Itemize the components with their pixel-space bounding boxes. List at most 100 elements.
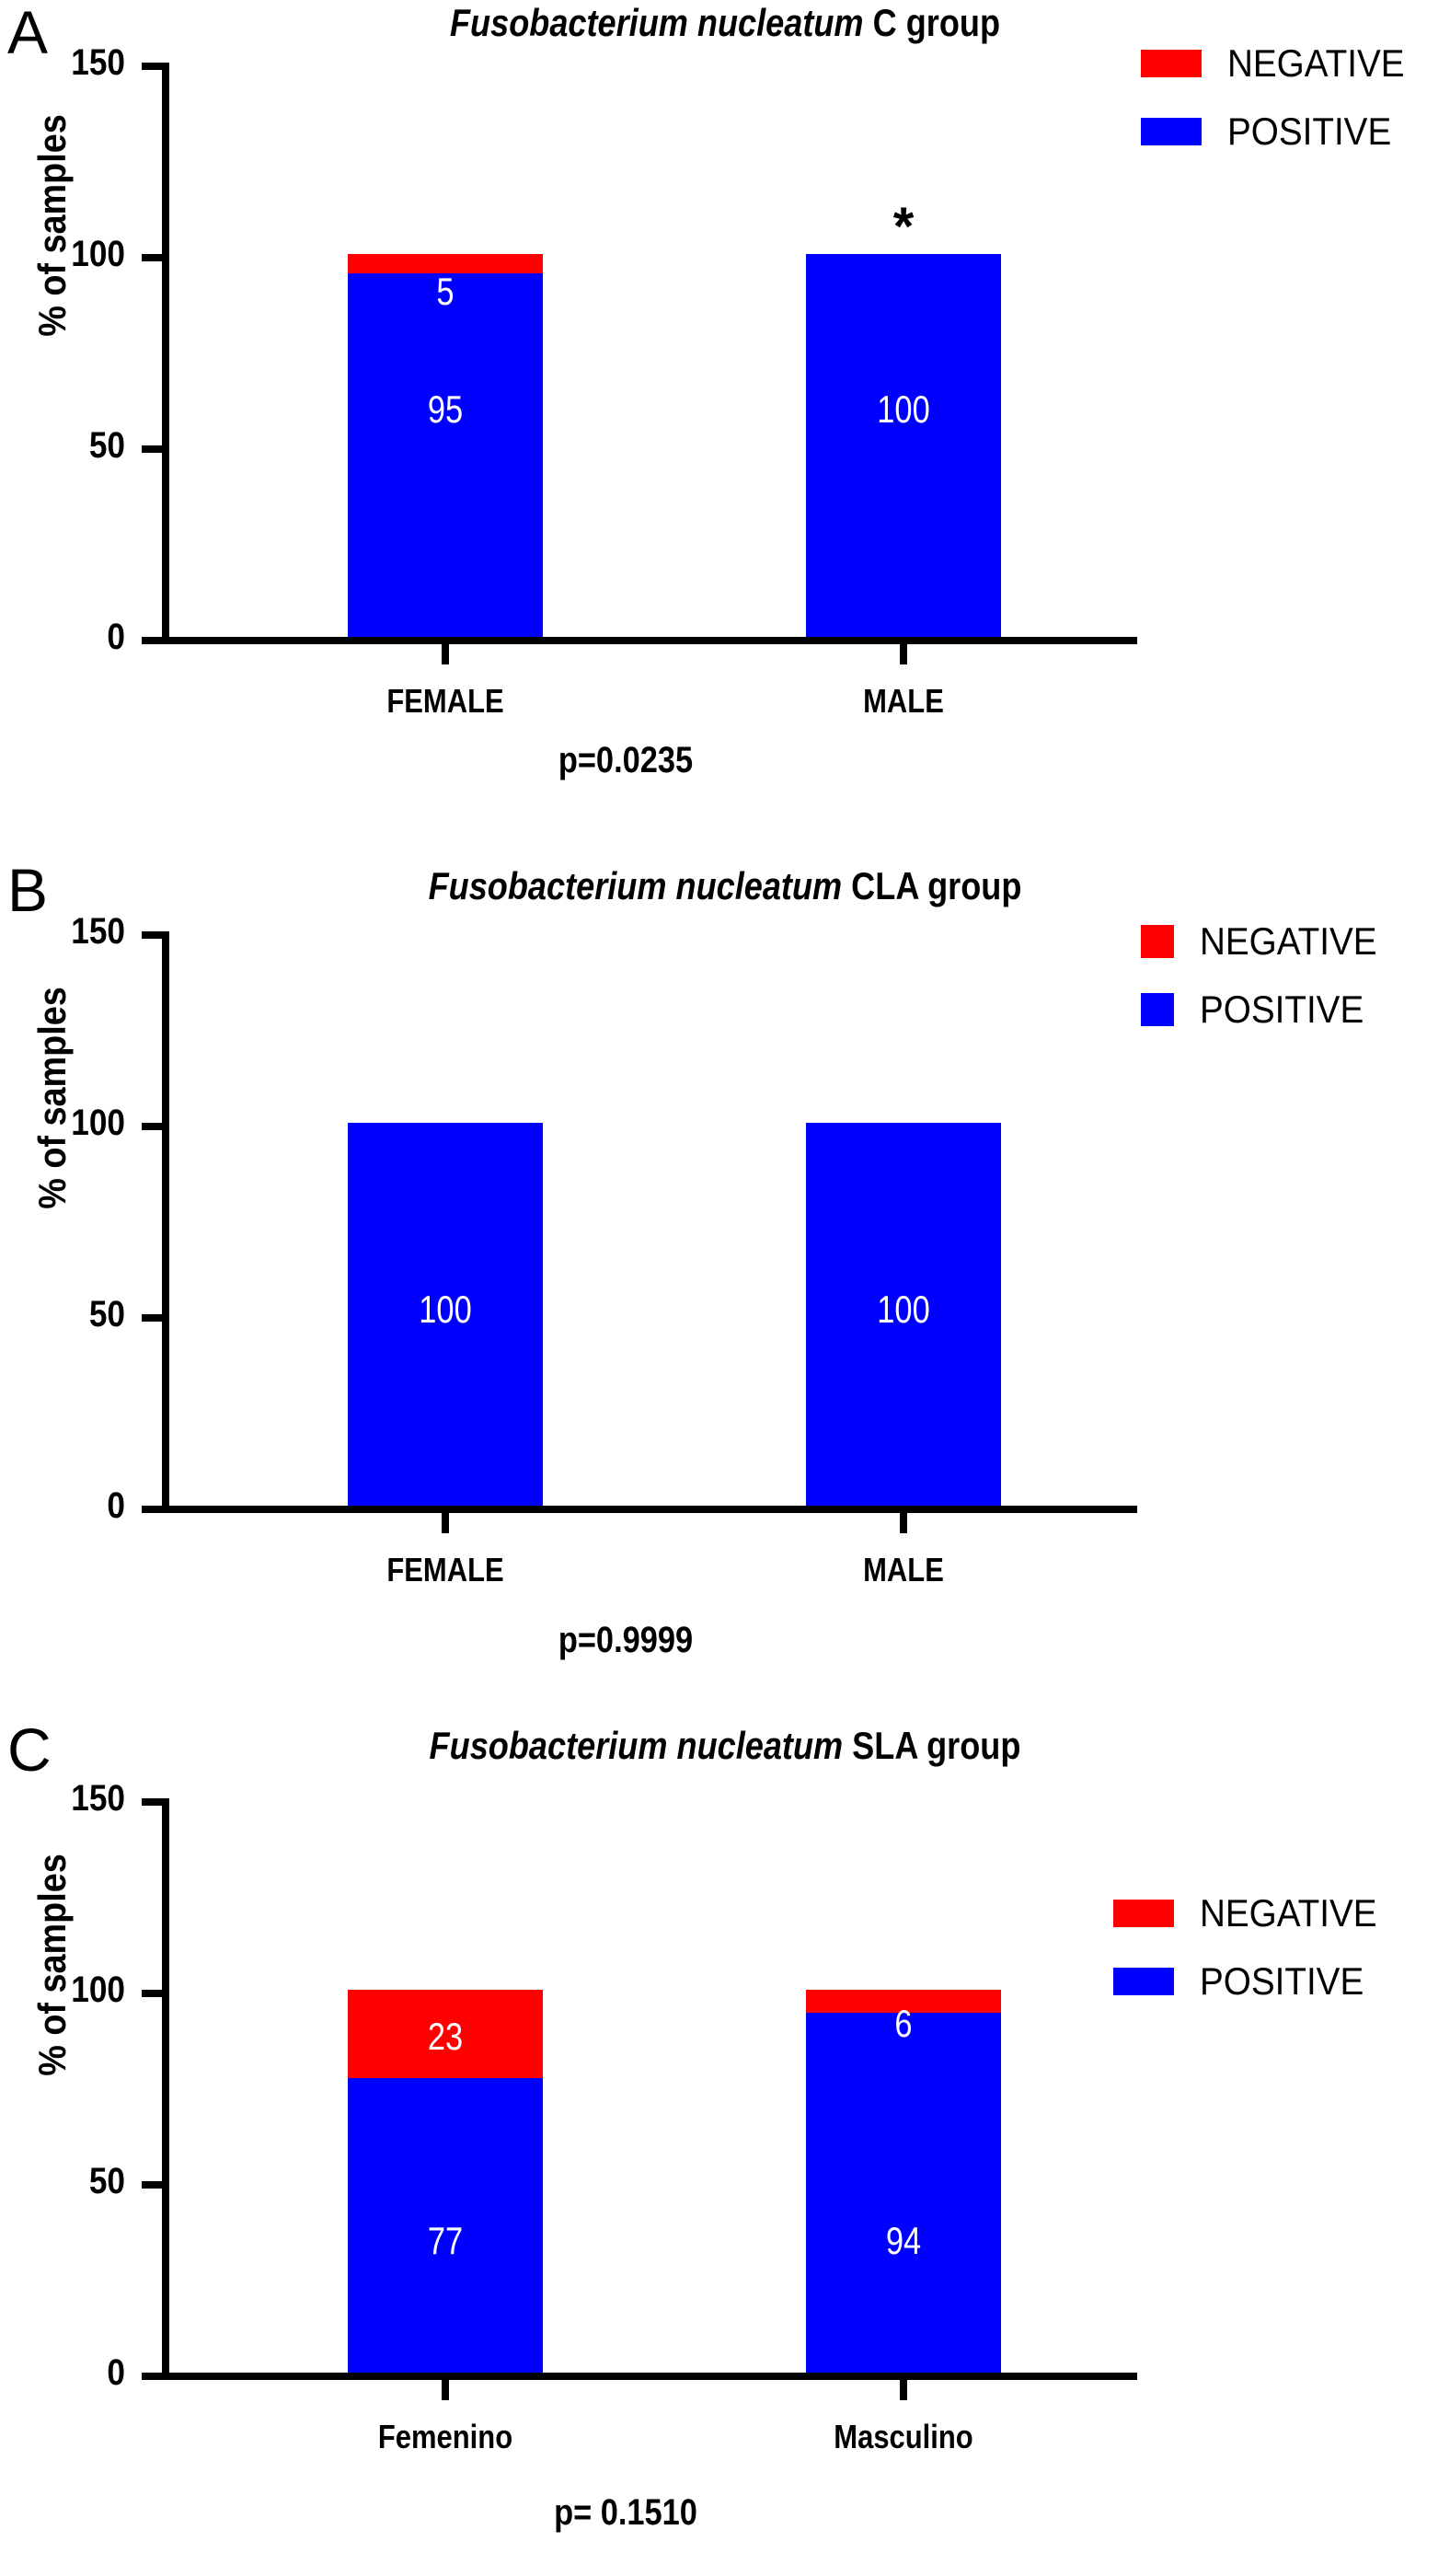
panel-a-title: Fusobacterium nucleatum C group: [329, 4, 1121, 42]
panel-c-x-ticklabel-femenino: Femenino: [377, 2418, 513, 2455]
panel-b-y-tick-150: [142, 931, 162, 939]
panel-c-y-tick-0: [142, 2373, 162, 2380]
panel-c-title-group: SLA group: [843, 1724, 1021, 1767]
panel-b-y-ticklabel-150: 150: [71, 911, 125, 952]
legend-positive-swatch-icon: [1141, 993, 1174, 1026]
panel-b-title-group: CLA group: [842, 864, 1022, 907]
panel-c-legend-label-positive: POSITIVE: [1200, 1959, 1364, 2003]
panel-a-y-ticklabel-100: 100: [71, 234, 125, 274]
panel-c-y-tick-50: [142, 2181, 162, 2189]
panel-a-plot: 150 100 50 0 5 95 100 * FEMALE MALE: [71, 44, 1284, 718]
panel-c-x-ticklabel-masculino: Masculino: [834, 2418, 973, 2455]
panel-b-y-ticklabel-100: 100: [71, 1103, 125, 1143]
panel-c-bar-masculino-negative-segment: [806, 1990, 1001, 2013]
panel-b-y-ticklabel-50: 50: [88, 1294, 125, 1334]
panel-c-legend-row-positive[interactable]: POSITIVE: [1113, 1962, 1378, 2001]
legend-negative-swatch-icon: [1141, 925, 1174, 958]
panel-a-legend-row-positive[interactable]: POSITIVE: [1141, 112, 1406, 151]
panel-b-bar-female-positive-segment: [348, 1123, 543, 1506]
legend-negative-swatch-icon: [1113, 1900, 1174, 1927]
panel-a-x-ticklabel-female: FEMALE: [386, 682, 504, 720]
panel-a-y-tick-0: [142, 637, 162, 644]
panel-a-title-species: Fusobacterium nucleatum: [449, 1, 864, 44]
panel-c-legend-row-negative[interactable]: NEGATIVE: [1113, 1894, 1392, 1933]
panel-b-title-species: Fusobacterium nucleatum: [428, 864, 843, 907]
panel-a-significance-star: *: [892, 197, 915, 257]
panel-b-bar-male-positive-segment: [806, 1123, 1001, 1506]
panel-b-x-ticklabel-female: FEMALE: [386, 1551, 504, 1588]
panel-a-y-tick-100: [142, 254, 162, 261]
panel-a-y-tick-150: [142, 63, 162, 70]
panel-a-x-ticklabel-male: MALE: [863, 682, 944, 720]
panel-b-legend-row-positive[interactable]: POSITIVE: [1141, 990, 1378, 1029]
panel-a-y-ticklabel-150: 150: [71, 42, 125, 83]
panel-a-letter: A: [7, 0, 48, 66]
panel-c-bar-masculino-positive-segment: [806, 2013, 1001, 2373]
panel-a-bar-male-positive-segment: [806, 254, 1001, 637]
panel-c-y-ticklabel-0: 0: [107, 2352, 125, 2393]
panel-a-pvalue: p=0.0235: [558, 740, 694, 780]
panel-c-title: Fusobacterium nucleatum SLA group: [329, 1727, 1121, 1765]
panel-c-y-ticklabel-100: 100: [71, 1970, 125, 2010]
panel-b-x-axis-line: [162, 1506, 1137, 1513]
panel-c-pvalue: p= 0.1510: [554, 2492, 697, 2533]
panel-c-letter: C: [7, 1715, 52, 1784]
panel-a-legend-label-positive: POSITIVE: [1227, 110, 1392, 153]
panel-a-title-group: C group: [863, 1, 1001, 44]
panel-b-x-tick-male: [900, 1511, 907, 1533]
panel-a-x-tick-female: [442, 642, 449, 664]
panel-c: C Fusobacterium nucleatum SLA group % of…: [0, 1693, 1450, 2576]
panel-a-bar-female[interactable]: 5 95: [348, 254, 543, 637]
panel-b: B Fusobacterium nucleatum CLA group % of…: [0, 828, 1450, 1693]
panel-c-y-axis-title: % of samples: [30, 1854, 74, 2076]
panel-a-y-axis-title: % of samples: [30, 114, 74, 337]
panel-a-y-tick-50: [142, 445, 162, 453]
panel-c-bar-femenino-negative-segment: [348, 1990, 543, 2078]
panel-c-bar-femenino-positive-segment: [348, 2078, 543, 2373]
panel-b-y-ticklabel-0: 0: [107, 1485, 125, 1526]
panel-c-x-axis-line: [162, 2373, 1137, 2380]
panel-b-x-tick-female: [442, 1511, 449, 1533]
panel-c-legend: NEGATIVE POSITIVE: [1113, 1894, 1450, 2004]
panel-b-bar-female[interactable]: 100: [348, 1123, 543, 1506]
panel-c-bar-masculino[interactable]: 6 94: [806, 1990, 1001, 2373]
panel-b-letter: B: [7, 856, 48, 924]
panel-b-y-tick-0: [142, 1506, 162, 1513]
panel-c-bar-femenino[interactable]: 23 77: [348, 1990, 543, 2373]
panel-c-y-ticklabel-150: 150: [71, 1778, 125, 1819]
panel-c-y-tick-150: [142, 1798, 162, 1806]
panel-b-legend-row-negative[interactable]: NEGATIVE: [1141, 922, 1392, 961]
panel-b-title: Fusobacterium nucleatum CLA group: [329, 867, 1121, 906]
panel-c-y-tick-100: [142, 1990, 162, 1997]
panel-c-title-species: Fusobacterium nucleatum: [429, 1724, 844, 1767]
panel-a-legend: NEGATIVE POSITIVE: [1141, 44, 1450, 155]
panel-b-y-tick-100: [142, 1123, 162, 1130]
panel-b-plot: 150 100 50 0 100 100 FEMALE MALE: [71, 913, 1284, 1587]
panel-a-y-ticklabel-50: 50: [88, 425, 125, 466]
panel-b-y-tick-50: [142, 1314, 162, 1322]
panel-c-x-tick-masculino: [900, 2378, 907, 2400]
panel-b-legend-label-positive: POSITIVE: [1200, 988, 1364, 1031]
legend-negative-swatch-icon: [1141, 50, 1202, 77]
panel-a: A Fusobacterium nucleatum C group % of s…: [0, 0, 1450, 828]
panel-b-pvalue: p=0.9999: [558, 1620, 694, 1660]
panel-b-bar-male[interactable]: 100: [806, 1123, 1001, 1506]
panel-b-x-ticklabel-male: MALE: [863, 1551, 944, 1588]
panel-c-plot: 150 100 50 0 23 77 6 94 Femenino Masculi…: [71, 1780, 1284, 2454]
panel-a-bar-female-negative-segment: [348, 254, 543, 273]
panel-a-bar-female-positive-segment: [348, 273, 543, 637]
panel-c-x-tick-femenino: [442, 2378, 449, 2400]
panel-a-bar-male[interactable]: 100: [806, 254, 1001, 637]
panel-b-legend: NEGATIVE POSITIVE: [1141, 922, 1450, 1033]
panel-a-legend-row-negative[interactable]: NEGATIVE: [1141, 44, 1420, 83]
panel-b-y-axis-title: % of samples: [30, 987, 74, 1209]
panel-a-y-axis-line: [162, 63, 169, 644]
panel-a-legend-label-negative: NEGATIVE: [1227, 41, 1405, 85]
legend-positive-swatch-icon: [1141, 118, 1202, 145]
panel-b-y-axis-line: [162, 931, 169, 1513]
panel-c-legend-label-negative: NEGATIVE: [1200, 1891, 1377, 1935]
legend-positive-swatch-icon: [1113, 1968, 1174, 1995]
panel-a-x-axis-line: [162, 637, 1137, 644]
panel-a-x-tick-male: [900, 642, 907, 664]
panel-a-y-ticklabel-0: 0: [107, 617, 125, 657]
